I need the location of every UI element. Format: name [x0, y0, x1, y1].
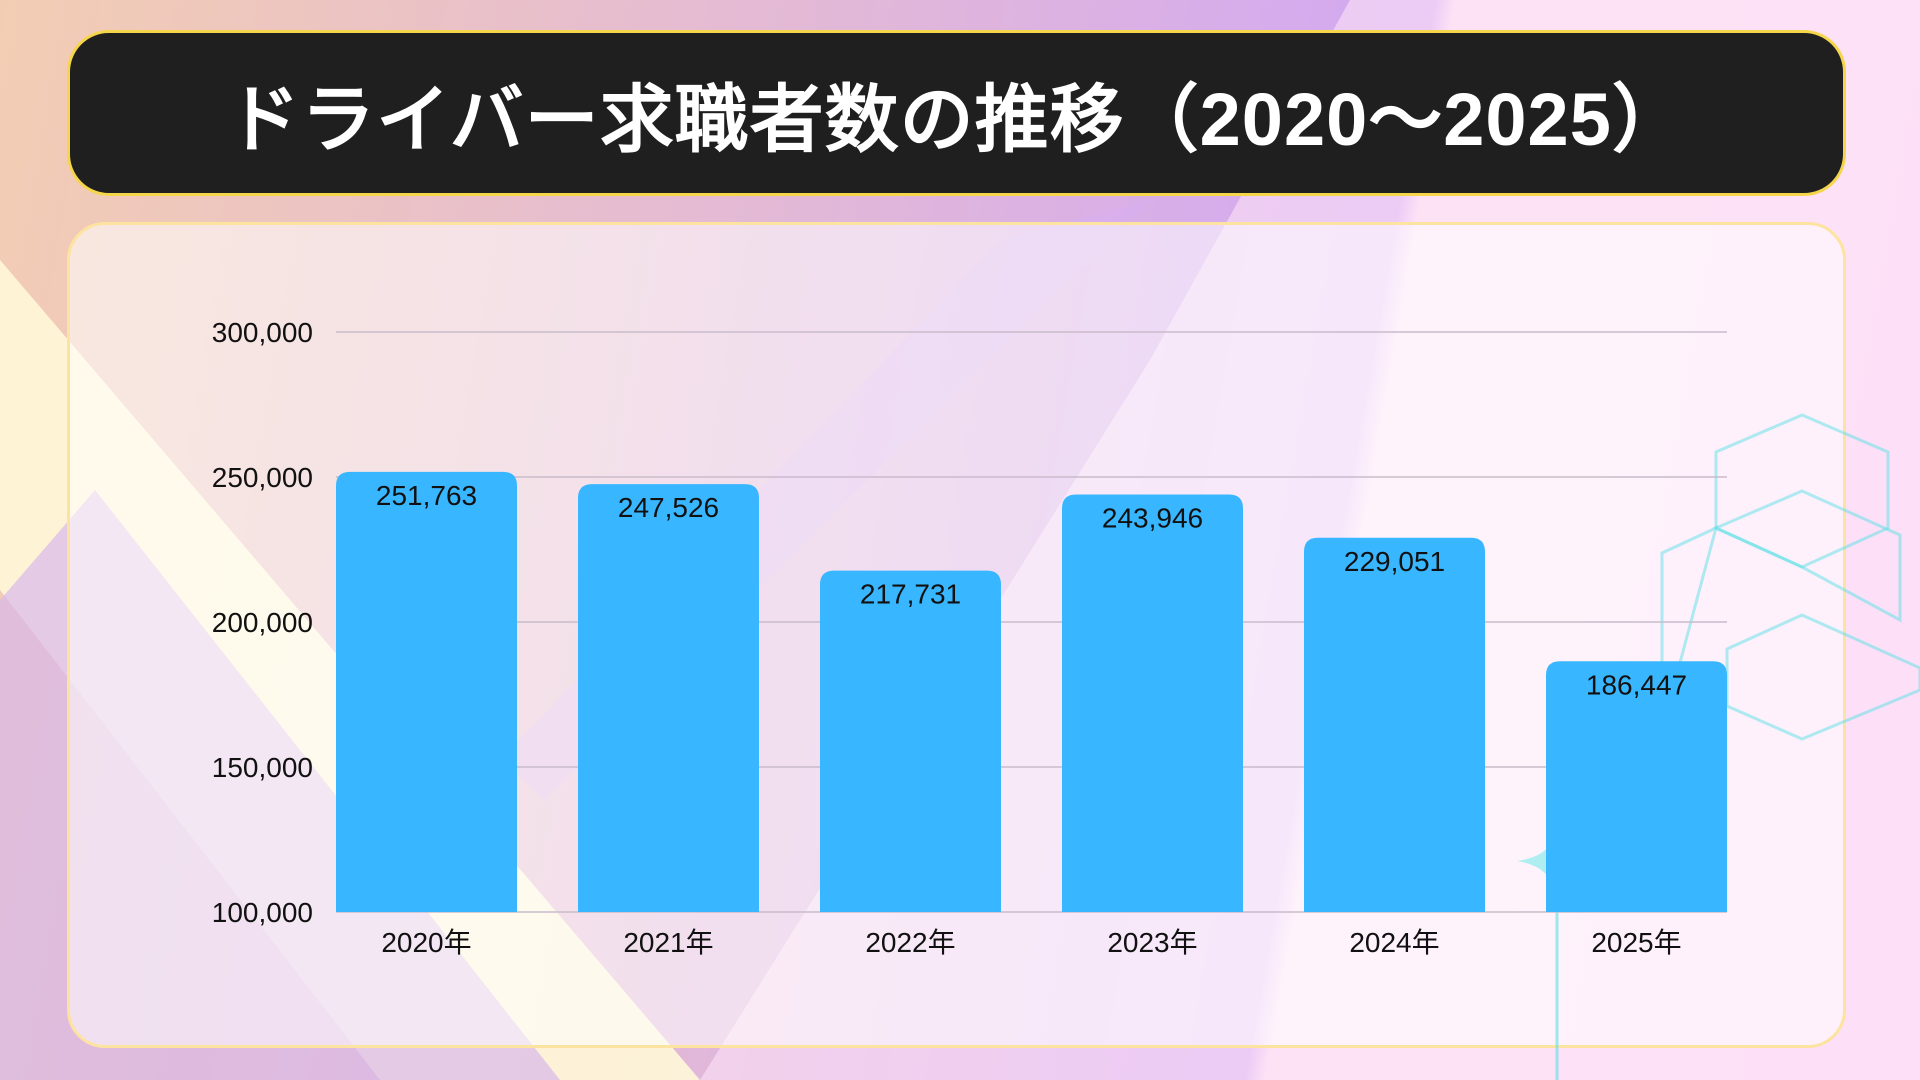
bars: [336, 471, 1727, 912]
y-tick-label: 300,000: [212, 317, 313, 348]
y-tick-label: 250,000: [212, 462, 313, 493]
y-tick-label: 150,000: [212, 752, 313, 783]
bar: [1304, 537, 1485, 912]
data-label: 247,526: [618, 492, 719, 523]
bar: [820, 570, 1001, 912]
x-tick-label: 2024年: [1349, 927, 1439, 958]
y-tick-label: 200,000: [212, 607, 313, 638]
x-tick-label: 2025年: [1591, 927, 1681, 958]
data-label: 243,946: [1102, 503, 1203, 534]
hexagon-shape: [1660, 525, 1719, 731]
gridlines: [336, 331, 1727, 913]
bar: [1546, 661, 1727, 912]
x-tick-label: 2021年: [623, 927, 713, 958]
x-tick-label: 2022年: [865, 927, 955, 958]
hexagon-shape: [1712, 489, 1902, 623]
x-tick-label: 2020年: [381, 927, 471, 958]
data-label: 251,763: [376, 480, 477, 511]
bar: [578, 484, 759, 912]
title-banner: ドライバー求職者数の推移（2020～2025）: [67, 30, 1846, 196]
data-label: 186,447: [1586, 669, 1687, 700]
bar: [1062, 494, 1243, 912]
data-label: 217,731: [860, 579, 961, 610]
chart-title: ドライバー求職者数の推移（2020～2025）: [226, 77, 1687, 161]
x-tick-label: 2023年: [1107, 927, 1197, 958]
labels: 100,000 150,000 200,000 250,000 300,000 251,7…: [212, 317, 1687, 958]
data-label: 229,051: [1344, 546, 1445, 577]
hexagon-shape: [1725, 613, 1920, 741]
y-tick-label: 100,000: [212, 897, 313, 928]
bar: [336, 471, 517, 912]
